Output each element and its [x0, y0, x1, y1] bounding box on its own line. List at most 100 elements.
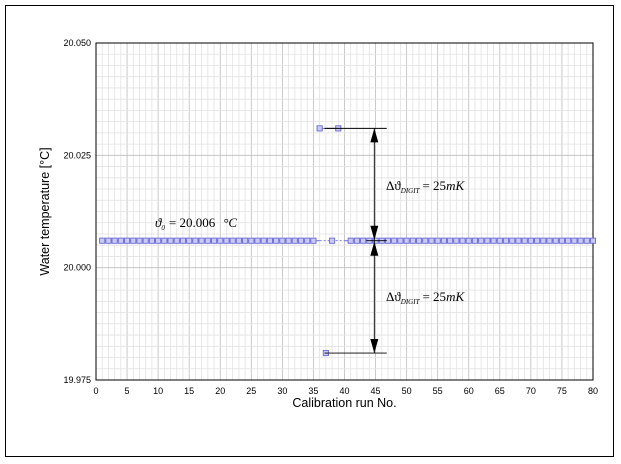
upper-delta-symbol: Δϑ	[386, 178, 401, 193]
arrow-head-mid-up	[370, 241, 379, 256]
x-tick-label: 15	[184, 386, 194, 396]
outlier-point	[329, 237, 336, 244]
baseline-point	[459, 237, 466, 244]
lower-delta-unit: mK	[446, 289, 465, 304]
baseline-point	[465, 237, 472, 244]
baseline-point	[192, 237, 199, 244]
baseline-point	[130, 237, 137, 244]
baseline-point	[360, 237, 367, 244]
grid	[95, 42, 594, 381]
baseline-point	[422, 237, 429, 244]
y-tick-label: 20.025	[63, 150, 91, 160]
baseline-point	[484, 237, 491, 244]
theta-symbol: ϑ	[155, 215, 162, 230]
baseline-point	[204, 237, 211, 244]
upper-delta-annotation: ΔϑDIGIT = 25mK	[386, 178, 465, 195]
baseline-point	[279, 237, 286, 244]
baseline-point	[273, 237, 280, 244]
lower-delta-annotation: ΔϑDIGIT = 25mK	[386, 289, 465, 306]
upper-delta-unit: mK	[446, 178, 465, 193]
baseline-point	[210, 237, 218, 244]
baseline-point	[167, 237, 174, 244]
y-tick-label: 20.000	[63, 263, 91, 273]
baseline-point	[291, 237, 298, 244]
baseline-point	[565, 237, 572, 244]
baseline-point	[105, 237, 112, 244]
baseline-point	[571, 237, 578, 244]
plot-area	[95, 42, 594, 381]
baseline-point	[397, 237, 404, 244]
baseline-point	[509, 237, 516, 244]
theta-subscript: 0	[161, 224, 165, 232]
baseline-point	[198, 237, 205, 244]
baseline-point	[186, 237, 193, 244]
baseline-point	[266, 237, 274, 244]
x-tick-label: 80	[588, 386, 598, 396]
baseline-point	[161, 237, 168, 244]
outlier-point	[316, 125, 323, 132]
baseline-point	[409, 237, 416, 244]
baseline-point	[229, 237, 236, 244]
x-tick-label: 25	[246, 386, 256, 396]
baseline-point	[179, 237, 187, 244]
upper-delta-subscript: DIGIT	[400, 187, 421, 195]
baseline-point	[347, 237, 354, 244]
baseline-point	[521, 237, 528, 244]
baseline-point	[111, 237, 118, 244]
x-tick-label: 30	[277, 386, 287, 396]
baseline-point	[391, 237, 398, 244]
baseline-point	[117, 237, 124, 244]
y-axis-label: Water temperature [°C]	[38, 147, 52, 275]
baseline-point	[502, 237, 510, 244]
baseline-point	[285, 237, 292, 244]
baseline-point	[155, 237, 162, 244]
baseline-point	[540, 237, 547, 244]
lower-delta-subscript: DIGIT	[400, 298, 421, 306]
baseline-point	[416, 237, 423, 244]
theta-unit: °C	[223, 215, 237, 230]
arrow-head-bottom	[370, 339, 379, 354]
baseline-point	[583, 237, 590, 244]
baseline-point	[434, 237, 441, 244]
arrow-head-mid-down	[370, 225, 379, 240]
x-tick-label: 5	[125, 386, 130, 396]
baseline-point	[478, 237, 485, 244]
x-tick-label: 55	[433, 386, 443, 396]
y-tick-label: 20.050	[63, 38, 91, 48]
baseline-point	[235, 237, 242, 244]
baseline-point	[173, 237, 180, 244]
x-tick-label: 60	[464, 386, 474, 396]
baseline-point	[142, 237, 149, 244]
baseline-point	[353, 237, 360, 244]
data-series	[99, 125, 597, 357]
baseline-point	[577, 237, 584, 244]
baseline-point	[310, 237, 317, 244]
y-tick-label: 19.975	[63, 375, 91, 385]
baseline-point	[297, 237, 305, 244]
baseline-point	[242, 237, 249, 244]
baseline-point	[124, 237, 131, 244]
baseline-point	[304, 237, 311, 244]
baseline-point	[99, 237, 106, 244]
x-tick-label: 70	[526, 386, 536, 396]
baseline-point	[453, 237, 460, 244]
x-tick-label: 10	[153, 386, 163, 396]
baseline-point	[136, 237, 143, 244]
baseline-point	[515, 237, 522, 244]
baseline-point	[447, 237, 454, 244]
x-tick-label: 40	[339, 386, 349, 396]
theta-equation: = 20.006	[169, 215, 216, 230]
arrow-head-top	[370, 128, 379, 143]
baseline-point	[217, 237, 224, 244]
tick-labels: 0 5 10 15 20 25 30 35 40 45 50 55 60 65 70 75 80 19.975 20…	[63, 38, 598, 396]
baseline-point	[552, 237, 559, 244]
lower-delta-symbol: Δϑ	[386, 289, 401, 304]
baseline-point	[260, 237, 267, 244]
baseline-point	[471, 237, 479, 244]
baseline-point	[440, 237, 447, 244]
baseline-point	[428, 237, 435, 244]
x-tick-label: 75	[557, 386, 567, 396]
baseline-point	[589, 237, 597, 244]
baseline-point	[527, 237, 534, 244]
